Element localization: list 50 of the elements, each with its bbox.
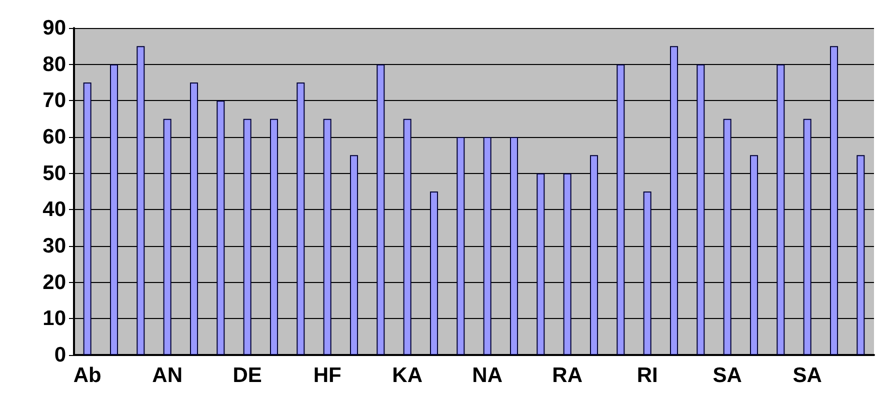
bar bbox=[296, 82, 305, 355]
bar bbox=[110, 64, 118, 355]
x-tick-label: AN bbox=[152, 364, 183, 387]
y-tick-label: 50 bbox=[42, 162, 66, 185]
bar bbox=[856, 155, 865, 355]
bar bbox=[830, 46, 838, 355]
x-tick-label: KA bbox=[392, 364, 423, 387]
bar bbox=[83, 82, 92, 355]
bar bbox=[350, 155, 358, 355]
bar bbox=[643, 192, 652, 355]
y-tick-label: 70 bbox=[42, 89, 66, 112]
y-tick-label: 90 bbox=[42, 16, 66, 40]
bar bbox=[456, 137, 465, 355]
y-tick-label: 60 bbox=[42, 126, 66, 148]
bar bbox=[563, 173, 572, 355]
y-tick-label: 10 bbox=[42, 307, 66, 330]
bar bbox=[243, 118, 252, 355]
bar bbox=[323, 118, 332, 355]
bar bbox=[430, 192, 438, 355]
x-tick-label: Ab bbox=[73, 364, 102, 387]
bar bbox=[270, 118, 278, 355]
x-tick-label: RI bbox=[636, 364, 658, 387]
y-tick-label: 80 bbox=[42, 52, 66, 76]
bar bbox=[670, 46, 678, 355]
bar bbox=[536, 173, 545, 355]
bar bbox=[750, 155, 758, 355]
bar bbox=[483, 137, 492, 355]
y-tick-label: 30 bbox=[42, 234, 66, 258]
bar bbox=[696, 64, 705, 355]
y-tick-label: 20 bbox=[42, 270, 66, 294]
bar bbox=[723, 118, 732, 355]
bar bbox=[616, 64, 625, 355]
bar bbox=[510, 137, 518, 355]
bar bbox=[803, 118, 812, 355]
bar bbox=[136, 46, 145, 355]
x-tick-label: DE bbox=[232, 364, 262, 387]
bar bbox=[776, 64, 785, 355]
bar bbox=[403, 118, 412, 355]
y-tick-label: 40 bbox=[42, 198, 66, 222]
bar bbox=[216, 100, 225, 355]
x-tick-label: RA bbox=[552, 364, 583, 387]
x-tick-label: SA bbox=[792, 364, 822, 387]
bar bbox=[163, 118, 172, 355]
bar bbox=[190, 82, 198, 355]
y-tick-label: 0 bbox=[54, 344, 66, 366]
bar bbox=[376, 64, 385, 355]
x-tick-label: HF bbox=[313, 364, 342, 387]
bar bbox=[590, 155, 598, 355]
x-tick-label: NA bbox=[472, 364, 503, 387]
x-tick-label: SA bbox=[712, 364, 742, 387]
